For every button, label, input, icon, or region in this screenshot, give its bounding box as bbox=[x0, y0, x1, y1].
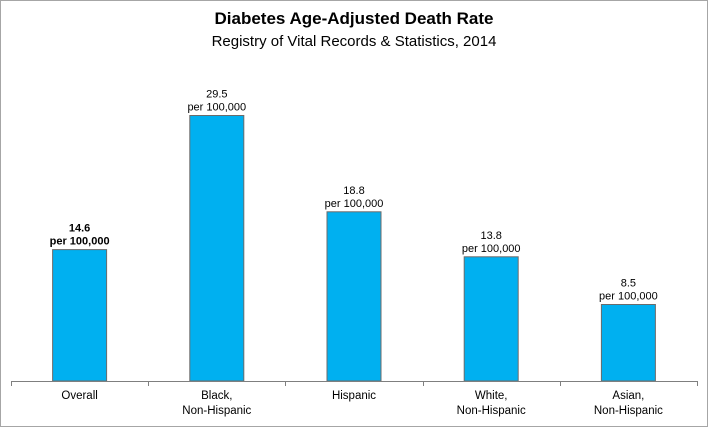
x-axis bbox=[11, 381, 698, 386]
category-label-1-0: Black, bbox=[201, 390, 232, 402]
bar-3 bbox=[463, 256, 519, 382]
chart-subtitle: Registry of Vital Records & Statistics, … bbox=[211, 33, 497, 50]
bar-4 bbox=[600, 304, 656, 382]
bar-0 bbox=[52, 249, 108, 382]
data-label-value-3: 13.8 bbox=[480, 230, 501, 242]
category-label-3-0: White, bbox=[475, 390, 508, 402]
category-label-1-1: Non-Hispanic bbox=[182, 405, 251, 417]
category-labels-group: Overall Black, Non-Hispanic Hispanic White, N… bbox=[61, 390, 663, 417]
data-label-unit-4: per 100,000 bbox=[599, 291, 658, 303]
category-label-4-0: Asian, bbox=[612, 390, 644, 402]
chart-title: Diabetes Age-Adjusted Death Rate bbox=[214, 9, 494, 28]
bars-group bbox=[52, 115, 656, 382]
data-label-value-4: 8.5 bbox=[621, 278, 636, 290]
category-label-2-0: Hispanic bbox=[332, 390, 376, 402]
bar-2 bbox=[326, 211, 382, 382]
category-label-0-0: Overall bbox=[61, 390, 97, 402]
data-label-unit-1: per 100,000 bbox=[187, 102, 246, 114]
data-label-unit-0: per 100,000 bbox=[50, 236, 110, 248]
data-label-unit-3: per 100,000 bbox=[462, 243, 521, 255]
category-label-3-1: Non-Hispanic bbox=[457, 405, 526, 417]
data-label-value-1: 29.5 bbox=[206, 89, 227, 101]
data-label-value-2: 18.8 bbox=[343, 185, 364, 197]
category-label-4-1: Non-Hispanic bbox=[594, 405, 663, 417]
data-label-unit-2: per 100,000 bbox=[325, 198, 384, 210]
data-label-value-0: 14.6 bbox=[69, 223, 90, 235]
bar-1 bbox=[189, 115, 245, 382]
